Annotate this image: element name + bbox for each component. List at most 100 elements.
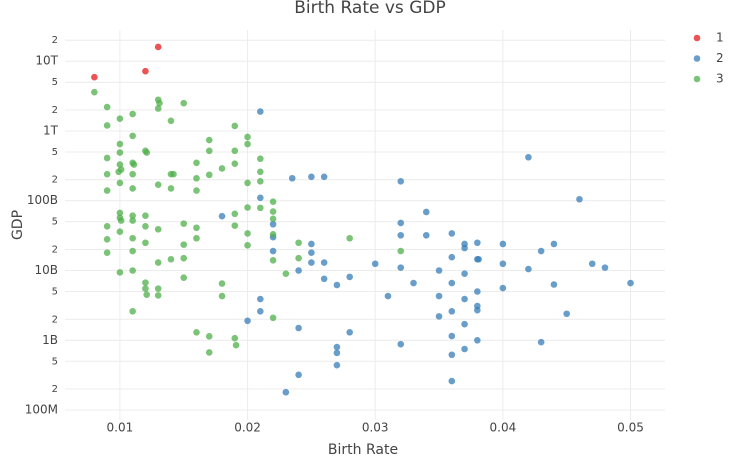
point [346, 273, 353, 281]
point [269, 220, 277, 228]
point [103, 170, 111, 178]
point [91, 88, 98, 96]
point [142, 285, 149, 292]
point [91, 73, 98, 81]
point [218, 280, 226, 287]
y-tick-label: 100M [25, 403, 58, 417]
point [435, 292, 443, 300]
point [257, 204, 264, 212]
y-tick-label: 100B [27, 193, 58, 207]
y-tick-label: 5 [52, 356, 58, 367]
point [474, 336, 481, 344]
point [588, 260, 596, 268]
point [167, 117, 175, 125]
point [475, 255, 482, 263]
point [257, 194, 264, 202]
point [295, 267, 302, 274]
point [167, 255, 175, 263]
legend-label: 3 [716, 72, 724, 86]
point [333, 281, 341, 289]
point [269, 314, 277, 322]
point [205, 171, 213, 179]
point [129, 185, 136, 192]
point [116, 209, 124, 217]
point [448, 230, 456, 237]
y-tick-label: 2 [52, 175, 58, 186]
point [448, 308, 456, 315]
point [499, 284, 507, 292]
point [154, 181, 162, 188]
point [397, 264, 405, 271]
point [448, 279, 456, 287]
point [205, 349, 213, 356]
point [231, 147, 239, 155]
point [244, 133, 251, 141]
point [116, 161, 124, 168]
point [116, 228, 124, 235]
y-tick-label: 10T [35, 54, 58, 68]
point [601, 264, 609, 271]
point [295, 239, 302, 247]
point [218, 292, 226, 300]
y-axis-label: GDP [10, 210, 26, 240]
point [244, 179, 251, 187]
point [129, 234, 136, 242]
point [397, 247, 405, 255]
point [308, 249, 315, 256]
point [269, 247, 277, 255]
point [167, 185, 175, 192]
point [410, 279, 417, 287]
point [129, 170, 136, 178]
point [333, 343, 341, 351]
point [308, 240, 315, 248]
point [448, 377, 456, 385]
point [435, 313, 443, 320]
point [116, 179, 124, 187]
point [282, 388, 290, 396]
point [346, 234, 353, 242]
point [231, 160, 239, 167]
point [333, 349, 341, 357]
point [537, 247, 545, 255]
point [170, 170, 177, 178]
point [461, 345, 468, 353]
x-tick-label: 0.02 [234, 421, 261, 435]
point [499, 240, 507, 248]
y-tick-label: 2 [52, 105, 58, 116]
y-tick-label: 5 [52, 147, 58, 158]
point [218, 212, 226, 220]
point [103, 103, 111, 111]
point [257, 108, 264, 115]
point [232, 341, 240, 349]
y-tick-label: 1T [43, 123, 59, 137]
point [346, 329, 353, 336]
y-tick-label: 5 [52, 77, 58, 88]
point [397, 340, 405, 348]
point [143, 149, 151, 156]
point [142, 212, 149, 220]
point [154, 259, 162, 266]
point [320, 173, 328, 181]
point [257, 295, 264, 303]
chart-title: Birth Rate vs GDP [294, 0, 445, 18]
point [499, 260, 507, 268]
point [103, 249, 111, 256]
point [180, 254, 188, 262]
point [257, 308, 264, 315]
point [563, 310, 571, 318]
point [448, 332, 456, 340]
point [320, 275, 328, 283]
y-tick-label: 10B [34, 263, 58, 277]
point [205, 147, 213, 155]
point [231, 222, 239, 229]
point [435, 267, 443, 274]
point [129, 212, 136, 220]
point [371, 260, 379, 268]
point [129, 267, 136, 274]
point [295, 324, 302, 332]
point [116, 140, 124, 148]
point [154, 285, 162, 292]
point [525, 153, 532, 161]
point [422, 208, 430, 216]
